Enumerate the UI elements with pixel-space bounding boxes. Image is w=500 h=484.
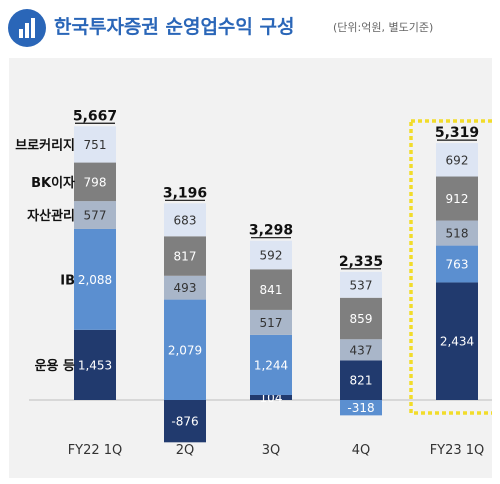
legend-label-브로커리지: 브로커리지 [15, 137, 75, 153]
data-label-fy23-1q-ib: 763 [446, 258, 469, 272]
data-label-2q-브로커리지: 683 [174, 213, 197, 227]
data-label-2q-ib: 2,079 [168, 343, 202, 357]
data-label-fy22-1q-운용-등: 1,453 [78, 358, 112, 372]
category-label-4q: 4Q [352, 443, 371, 458]
bar-2q-bk이자 [164, 236, 206, 276]
data-label-fy22-1q-bk이자: 798 [84, 175, 107, 189]
bar-fy22-1q-bk이자 [74, 162, 116, 202]
category-label-3q: 3Q [262, 443, 281, 458]
data-label-3q-자산관리: 517 [260, 316, 283, 330]
bar-fy22-1q-자산관리 [74, 201, 116, 229]
bar-2q-운용-등 [164, 400, 206, 443]
bar-3q-운용-등 [250, 394, 292, 400]
bar-2q-브로커리지 [164, 203, 206, 237]
bar-2q-ib [164, 299, 206, 400]
bar-4q-ib [340, 400, 382, 416]
bar-3q-브로커리지 [250, 240, 292, 270]
title-bar: 한국투자증권 순영업수익 구성 (단위:억원, 별도기준) [0, 0, 500, 52]
legend-label-bk이자: BK이자 [31, 175, 75, 191]
bar-3q-ib [250, 334, 292, 395]
bar-fy23-1q-bk이자 [436, 176, 478, 221]
chart-panel: 1,453 2,088 577 798 751 5,667 FY22 1Q -876 2,079… [9, 58, 492, 478]
data-label-3q-ib: 1,244 [254, 358, 288, 372]
bar-fy23-1q-운용-등 [436, 282, 478, 400]
total-label-fy23-1q: 5,319 [435, 125, 479, 141]
bar-fy23-1q-자산관리 [436, 220, 478, 246]
total-label-3q: 3,298 [249, 223, 293, 239]
data-label-4q-브로커리지: 537 [350, 278, 373, 292]
bar-4q-자산관리 [340, 339, 382, 361]
data-label-fy23-1q-운용-등: 2,434 [440, 335, 474, 349]
data-label-4q-자산관리: 437 [350, 343, 373, 357]
total-label-2q: 3,196 [163, 185, 207, 201]
bar-fy22-1q-ib [74, 228, 116, 330]
data-label-2q-운용-등: -876 [171, 415, 198, 429]
bar-chart-icon [8, 9, 46, 47]
data-label-fy23-1q-자산관리: 518 [446, 227, 469, 241]
data-label-2q-자산관리: 493 [174, 281, 197, 295]
bar-fy23-1q-ib [436, 245, 478, 283]
data-label-3q-브로커리지: 592 [260, 249, 283, 263]
bar-fy22-1q-운용-등 [74, 329, 116, 400]
legend-label-자산관리: 자산관리 [27, 208, 75, 224]
data-label-fy23-1q-bk이자: 912 [446, 192, 469, 206]
total-label-4q: 2,335 [339, 254, 383, 270]
data-label-fy22-1q-자산관리: 577 [84, 209, 107, 223]
bar-4q-bk이자 [340, 297, 382, 340]
legend-label-운용-등: 운용 등 [35, 358, 75, 374]
bar-3q-bk이자 [250, 269, 292, 310]
stacked-bar-chart: 1,453 2,088 577 798 751 5,667 FY22 1Q -876 2,079… [15, 108, 492, 458]
bar-4q-운용-등 [340, 360, 382, 400]
page-title: 한국투자증권 순영업수익 구성 [54, 16, 295, 38]
data-label-fy22-1q-브로커리지: 751 [84, 138, 107, 152]
data-label-4q-ib: -318 [347, 401, 374, 415]
bar-3q-자산관리 [250, 309, 292, 335]
legend-label-ib: IB [60, 273, 75, 288]
highlight-box [409, 119, 492, 415]
bar-fy22-1q-브로커리지 [74, 126, 116, 163]
data-label-4q-bk이자: 859 [350, 312, 373, 326]
bar-2q-자산관리 [164, 275, 206, 300]
bar-4q-브로커리지 [340, 271, 382, 298]
data-label-3q-bk이자: 841 [260, 283, 283, 297]
data-label-fy22-1q-ib: 2,088 [78, 273, 112, 287]
data-label-2q-bk이자: 817 [174, 250, 197, 264]
category-label-fy23-1q: FY23 1Q [430, 443, 485, 458]
total-label-fy22-1q: 5,667 [73, 108, 117, 124]
unit-note: (단위:억원, 별도기준) [333, 21, 434, 34]
data-label-4q-운용-등: 821 [350, 374, 373, 388]
category-label-fy22-1q: FY22 1Q [68, 443, 123, 458]
data-label-fy23-1q-브로커리지: 692 [446, 153, 469, 167]
bar-fy23-1q-브로커리지 [436, 143, 478, 177]
category-label-2q: 2Q [176, 443, 195, 458]
